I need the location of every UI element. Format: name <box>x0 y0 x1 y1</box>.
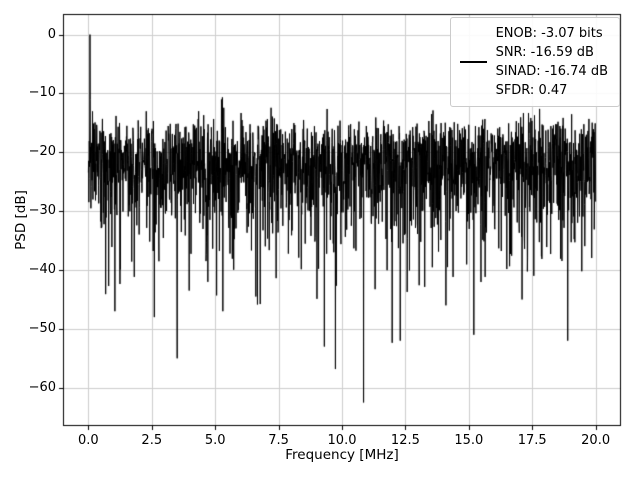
y-tick-label: −30 <box>28 203 56 219</box>
legend-text: ENOB: -3.07 bits SNR: -16.59 dB SINAD: -… <box>496 24 608 100</box>
y-tick-label: −20 <box>28 144 56 160</box>
legend-line-snr: SNR: -16.59 dB <box>495 45 594 60</box>
y-tick-label: −60 <box>28 379 56 395</box>
x-tick-label: 0.0 <box>78 433 99 448</box>
x-tick-label: 12.5 <box>390 433 420 448</box>
x-tick-label: 7.5 <box>268 433 289 448</box>
legend-box: ENOB: -3.07 bits SNR: -16.59 dB SINAD: -… <box>449 17 620 107</box>
y-tick-label: −40 <box>28 262 56 278</box>
psd-line-legend-handle <box>459 61 487 63</box>
legend-line-sfdr: SFDR: 0.47 <box>495 83 568 98</box>
y-axis-label: PSD [dB] <box>13 190 29 250</box>
y-tick-label: −10 <box>28 85 56 101</box>
legend-line-sinad: SINAD: -16.74 dB <box>495 64 608 79</box>
x-tick-label: 20.0 <box>581 433 611 448</box>
x-tick-label: 10.0 <box>327 433 357 448</box>
x-axis-label: Frequency [MHz] <box>285 447 399 463</box>
y-tick-label: −50 <box>28 320 56 336</box>
x-tick-label: 2.5 <box>141 433 163 448</box>
x-tick-label: 5.0 <box>204 433 226 448</box>
x-tick-label: 15.0 <box>454 433 484 448</box>
y-tick-label: 0 <box>47 26 56 42</box>
legend-line-enob: ENOB: -3.07 bits <box>495 26 603 41</box>
x-tick-label: 17.5 <box>517 433 547 448</box>
